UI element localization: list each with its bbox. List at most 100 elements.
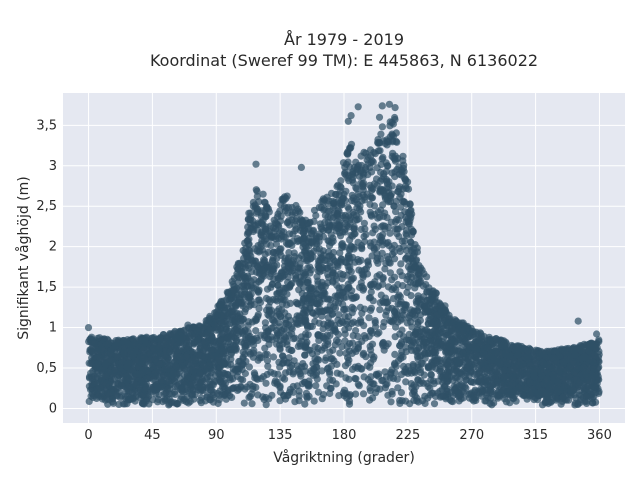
- data-point: [456, 359, 464, 367]
- data-point: [341, 305, 349, 314]
- data-point: [379, 153, 387, 161]
- data-point: [539, 358, 547, 366]
- data-point: [254, 262, 262, 270]
- chart-title-line1: År 1979 - 2019: [284, 30, 404, 49]
- data-point: [328, 355, 336, 363]
- data-point: [381, 265, 389, 273]
- data-point: [301, 400, 309, 408]
- data-point: [234, 290, 242, 298]
- data-point: [339, 271, 347, 279]
- data-point: [446, 356, 454, 365]
- data-point: [288, 346, 296, 355]
- data-point: [352, 212, 360, 220]
- data-point: [437, 300, 445, 309]
- data-point: [325, 368, 333, 376]
- data-point: [187, 381, 195, 389]
- data-point: [291, 209, 299, 217]
- data-point: [187, 391, 195, 399]
- data-point: [364, 258, 372, 266]
- data-point: [402, 230, 410, 238]
- data-point: [480, 352, 488, 360]
- data-point: [352, 326, 360, 335]
- data-point: [304, 220, 312, 228]
- data-point: [318, 367, 326, 375]
- data-point: [201, 344, 209, 352]
- data-point: [341, 219, 349, 228]
- data-point: [261, 319, 269, 327]
- data-points: [84, 100, 603, 409]
- data-point: [359, 390, 368, 398]
- data-point: [432, 392, 440, 400]
- data-point: [263, 357, 272, 365]
- data-point: [324, 207, 332, 215]
- data-point: [336, 349, 344, 357]
- data-point: [392, 362, 400, 370]
- data-point: [304, 324, 312, 332]
- data-point: [400, 301, 408, 309]
- data-point: [375, 329, 383, 337]
- data-point: [390, 284, 398, 292]
- data-point: [374, 283, 382, 291]
- data-point: [534, 353, 543, 361]
- data-point: [345, 397, 354, 405]
- data-point: [272, 240, 280, 248]
- data-point: [365, 314, 373, 322]
- data-point: [227, 307, 235, 315]
- data-point: [332, 336, 341, 344]
- data-point: [244, 223, 252, 231]
- data-point: [384, 298, 392, 306]
- data-point: [303, 393, 311, 401]
- data-point: [201, 353, 209, 361]
- data-point: [387, 194, 395, 202]
- data-point: [325, 223, 333, 231]
- data-point: [276, 397, 284, 405]
- data-point: [337, 255, 345, 263]
- data-point: [398, 326, 406, 334]
- data-point: [257, 243, 265, 251]
- data-point: [333, 217, 341, 225]
- data-point: [279, 296, 287, 304]
- data-point: [295, 387, 303, 395]
- data-point: [305, 346, 313, 354]
- data-point: [302, 340, 310, 348]
- data-point: [387, 398, 395, 406]
- data-point: [345, 313, 353, 321]
- data-point: [346, 247, 354, 255]
- data-point: [245, 363, 253, 371]
- data-point: [301, 351, 309, 359]
- data-point: [276, 383, 284, 391]
- data-point: [462, 384, 470, 392]
- data-point: [90, 339, 98, 347]
- data-point: [315, 336, 323, 344]
- data-point: [394, 187, 402, 196]
- data-point: [380, 173, 388, 181]
- data-point: [210, 377, 218, 385]
- data-point: [406, 400, 414, 408]
- data-point: [252, 327, 260, 335]
- data-point: [478, 392, 486, 400]
- data-point: [593, 364, 602, 373]
- data-point: [387, 218, 395, 226]
- data-point: [402, 378, 410, 386]
- data-point: [355, 382, 363, 390]
- data-point: [397, 354, 405, 363]
- data-point: [87, 392, 95, 400]
- data-point: [438, 338, 447, 346]
- data-point: [477, 378, 485, 386]
- data-point: [512, 343, 520, 351]
- data-point: [310, 299, 318, 307]
- data-point: [336, 319, 344, 327]
- data-point: [589, 358, 597, 366]
- data-point: [324, 324, 332, 332]
- data-point: [344, 174, 352, 182]
- data-point: [264, 248, 272, 256]
- data-point: [453, 352, 461, 360]
- data-point: [366, 363, 374, 371]
- data-point: [176, 353, 184, 361]
- data-point: [348, 319, 356, 327]
- data-point: [224, 288, 232, 297]
- data-point: [129, 366, 137, 374]
- data-point: [359, 351, 367, 359]
- data-point: [424, 364, 432, 372]
